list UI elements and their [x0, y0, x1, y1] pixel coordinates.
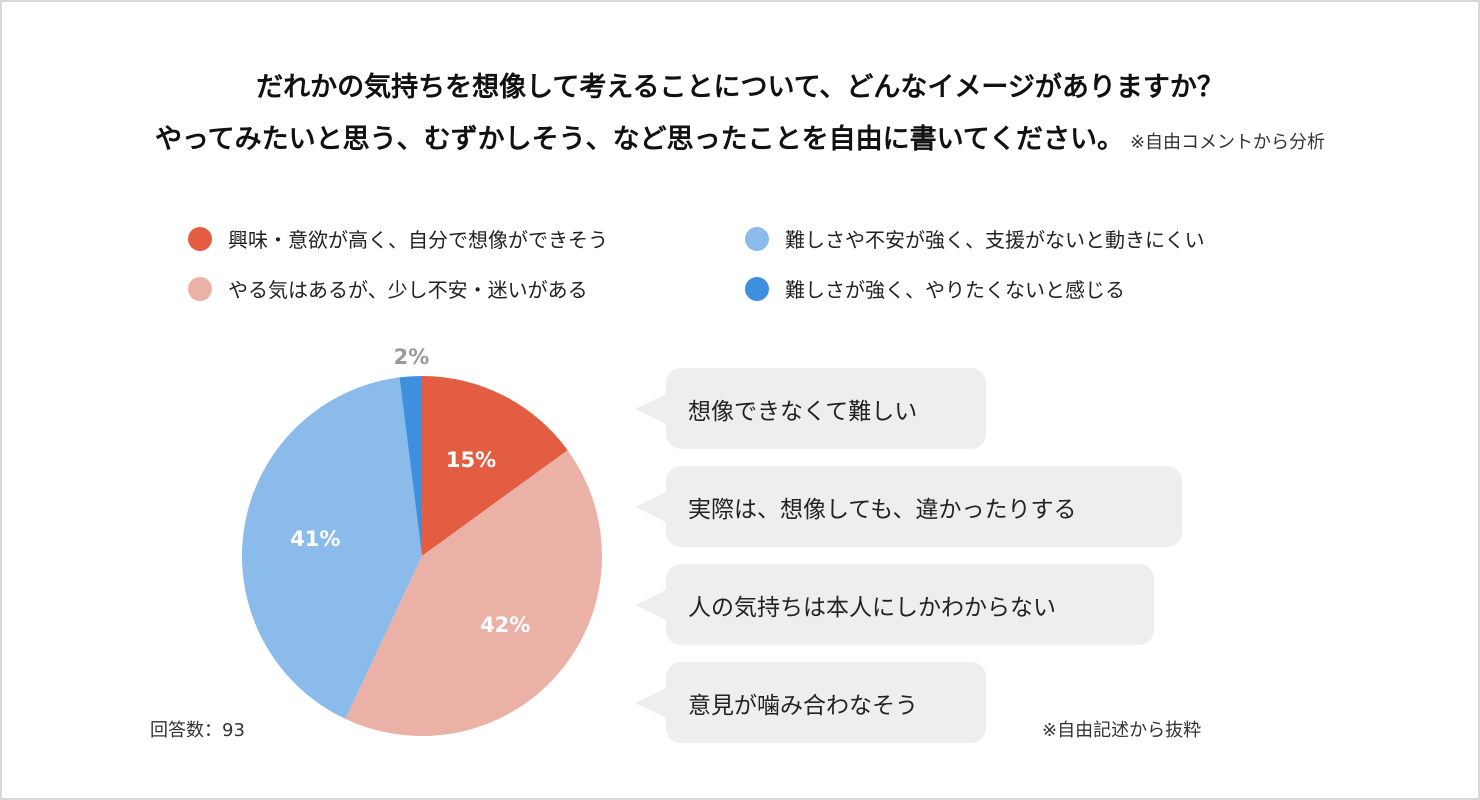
pie-slice-label: 2% — [393, 345, 430, 370]
pie-slice — [345, 450, 603, 736]
pie-slices — [241, 376, 603, 736]
legend-item-needs-support: 難しさや不安が強く、支援がないと動きにくい — [745, 224, 1205, 253]
pie-slice — [399, 376, 422, 556]
legend-label: 興味・意欲が高く、自分で想像ができそう — [228, 228, 608, 252]
comment-text: 実際は、想像しても、違かったりする — [688, 496, 1077, 523]
legend-dot-icon — [188, 276, 212, 301]
chart-title-line2: やってみたいと思う、むずかしそう、など思ったことを自由に書いてください。 ※自由コ… — [0, 117, 1480, 156]
pie-slice-label: 41% — [290, 527, 341, 552]
comment-bubble: 意見が噛み合わなそう — [666, 662, 986, 743]
comment-bubble: 想像できなくて難しい — [666, 368, 986, 449]
chart-title-line1: だれかの気持ちを想像して考えることについて、どんなイメージがありますか？ — [256, 72, 1224, 103]
pie-slice — [422, 376, 568, 556]
comments-note: ※自由記述から抜粋 — [1042, 720, 1202, 741]
legend-item-some-anxiety: やる気はあるが、少し不安・迷いがある — [188, 274, 588, 303]
pie-slice-label: 42% — [480, 612, 531, 637]
respondents-count: 回答数：93 — [150, 720, 245, 741]
legend-label: 難しさが強く、やりたくないと感じる — [785, 278, 1125, 302]
comment-bubble: 実際は、想像しても、違かったりする — [666, 466, 1182, 547]
legend-item-reluctant: 難しさが強く、やりたくないと感じる — [745, 274, 1125, 303]
legend-dot-icon — [745, 226, 769, 251]
comment-text: 意見が噛み合わなそう — [688, 692, 918, 719]
legend-item-high-interest: 興味・意欲が高く、自分で想像ができそう — [188, 224, 608, 253]
comment-bubble: 人の気持ちは本人にしかわからない — [666, 564, 1154, 645]
legend-dot-icon — [188, 226, 212, 251]
chart-title-line2-text: やってみたいと思う、むずかしそう、など思ったことを自由に書いてください。 — [154, 124, 1124, 155]
legend-label: やる気はあるが、少し不安・迷いがある — [228, 278, 588, 302]
legend-dot-icon — [745, 276, 769, 301]
analysis-note: ※自由コメントから分析 — [1129, 132, 1326, 153]
comment-text: 想像できなくて難しい — [688, 398, 918, 425]
comment-text: 人の気持ちは本人にしかわからない — [688, 594, 1056, 621]
legend-label: 難しさや不安が強く、支援がないと動きにくい — [785, 228, 1205, 252]
pie-slice — [241, 377, 422, 719]
pie-slice-label: 15% — [445, 447, 497, 472]
